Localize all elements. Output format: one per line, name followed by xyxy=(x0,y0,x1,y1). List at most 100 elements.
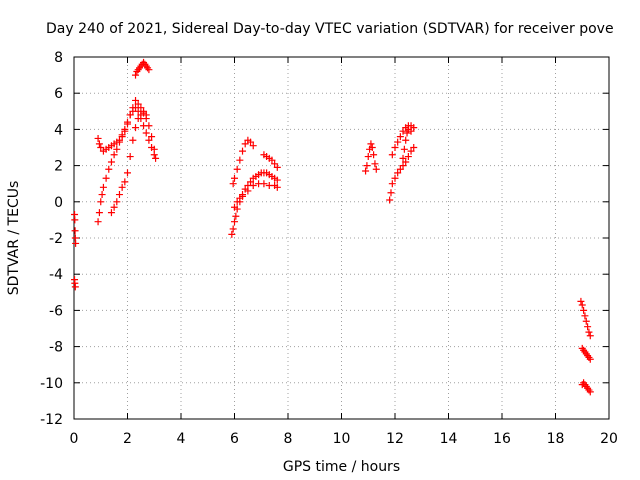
data-point xyxy=(249,142,257,150)
data-point xyxy=(363,162,371,170)
data-point xyxy=(229,225,237,233)
series-arc-late-right xyxy=(386,144,418,204)
data-point xyxy=(115,191,123,199)
data-point xyxy=(402,158,410,166)
data-point xyxy=(244,187,252,195)
series-start-arc-a xyxy=(71,210,80,247)
y-tick-label: -10 xyxy=(40,376,63,392)
data-point xyxy=(410,144,418,151)
data-point xyxy=(228,230,236,238)
data-point xyxy=(94,218,102,226)
y-tick-label: 8 xyxy=(54,50,63,66)
series-arc-end-middle xyxy=(578,344,594,363)
data-point xyxy=(142,111,150,119)
data-point xyxy=(132,124,140,132)
data-point xyxy=(578,301,586,309)
data-point xyxy=(231,218,238,226)
data-point xyxy=(98,191,106,199)
series-arc-mid-base xyxy=(231,180,281,211)
data-point xyxy=(110,203,118,211)
data-point xyxy=(273,176,281,184)
series-arc-early-peak xyxy=(132,58,153,79)
y-tick-label: -12 xyxy=(40,412,63,428)
data-point xyxy=(124,169,131,177)
data-point xyxy=(391,144,399,151)
data-point xyxy=(142,129,150,137)
data-point xyxy=(584,323,592,331)
data-point xyxy=(586,388,594,396)
data-point xyxy=(586,332,594,340)
y-axis-title: SDTVAR / TECUs xyxy=(6,181,22,296)
data-point xyxy=(71,283,79,291)
y-tick-label: -8 xyxy=(49,340,63,356)
data-point xyxy=(94,134,102,142)
data-point xyxy=(150,151,158,159)
data-point xyxy=(273,183,281,191)
data-point xyxy=(386,196,394,204)
data-point xyxy=(249,182,257,190)
series-arc-early-lower xyxy=(94,104,158,226)
data-point xyxy=(404,153,412,161)
data-point xyxy=(152,154,160,162)
x-tick-label: 8 xyxy=(284,431,293,447)
series-arc-mid-end xyxy=(260,151,281,171)
data-point xyxy=(400,145,408,153)
data-point xyxy=(586,355,594,363)
data-point xyxy=(367,140,375,148)
series-arc-mid-upper xyxy=(229,136,257,188)
data-point xyxy=(407,147,415,155)
data-point xyxy=(118,131,126,139)
series-arc-late-hook xyxy=(399,125,415,162)
x-tick-label: 16 xyxy=(493,431,511,447)
series-arc-late-left xyxy=(362,140,380,175)
data-point xyxy=(394,138,402,146)
data-point xyxy=(396,133,404,141)
data-point xyxy=(403,129,411,137)
data-point xyxy=(71,216,79,224)
data-point xyxy=(95,209,103,217)
data-point xyxy=(121,125,129,133)
data-point xyxy=(115,138,123,146)
data-point xyxy=(145,66,153,74)
data-point xyxy=(132,71,140,79)
data-point xyxy=(236,156,244,164)
series-arc-end-lower xyxy=(578,379,594,396)
series-arc-end-upper xyxy=(577,297,594,340)
x-tick-label: 0 xyxy=(70,431,79,447)
data-point xyxy=(585,328,593,336)
data-point xyxy=(148,144,156,151)
data-point xyxy=(268,156,276,164)
y-tick-label: -4 xyxy=(49,267,63,283)
data-point xyxy=(241,140,249,148)
data-point xyxy=(134,107,142,115)
data-point xyxy=(72,239,80,247)
data-point xyxy=(394,169,402,177)
data-point xyxy=(370,151,378,159)
data-point xyxy=(129,136,137,144)
data-point xyxy=(407,127,415,135)
data-point xyxy=(113,198,121,206)
data-point xyxy=(148,133,156,141)
y-tick-labels: -12 -10 -8 -6 -4 -2 0 2 4 6 8 xyxy=(40,50,63,428)
data-point xyxy=(410,124,418,132)
data-point xyxy=(581,312,589,320)
data-point xyxy=(140,122,148,130)
data-point xyxy=(239,192,247,200)
x-tick-label: 14 xyxy=(440,431,458,447)
data-point xyxy=(232,212,240,220)
data-point xyxy=(273,163,281,171)
data-point xyxy=(134,115,142,123)
data-point xyxy=(233,165,241,173)
data-point xyxy=(399,127,407,135)
x-tick-labels: 0 2 4 6 8 10 12 14 16 18 20 xyxy=(70,431,618,447)
data-point xyxy=(132,96,140,104)
x-tick-label: 18 xyxy=(547,431,565,447)
grid xyxy=(74,57,609,419)
chart-title: Day 240 of 2021, Sidereal Day-to-day VTE… xyxy=(46,21,614,37)
data-point xyxy=(126,111,134,119)
y-tick-label: -2 xyxy=(49,231,63,247)
data-point xyxy=(371,160,379,168)
data-point xyxy=(368,144,376,151)
y-tick-label: 4 xyxy=(54,122,63,138)
